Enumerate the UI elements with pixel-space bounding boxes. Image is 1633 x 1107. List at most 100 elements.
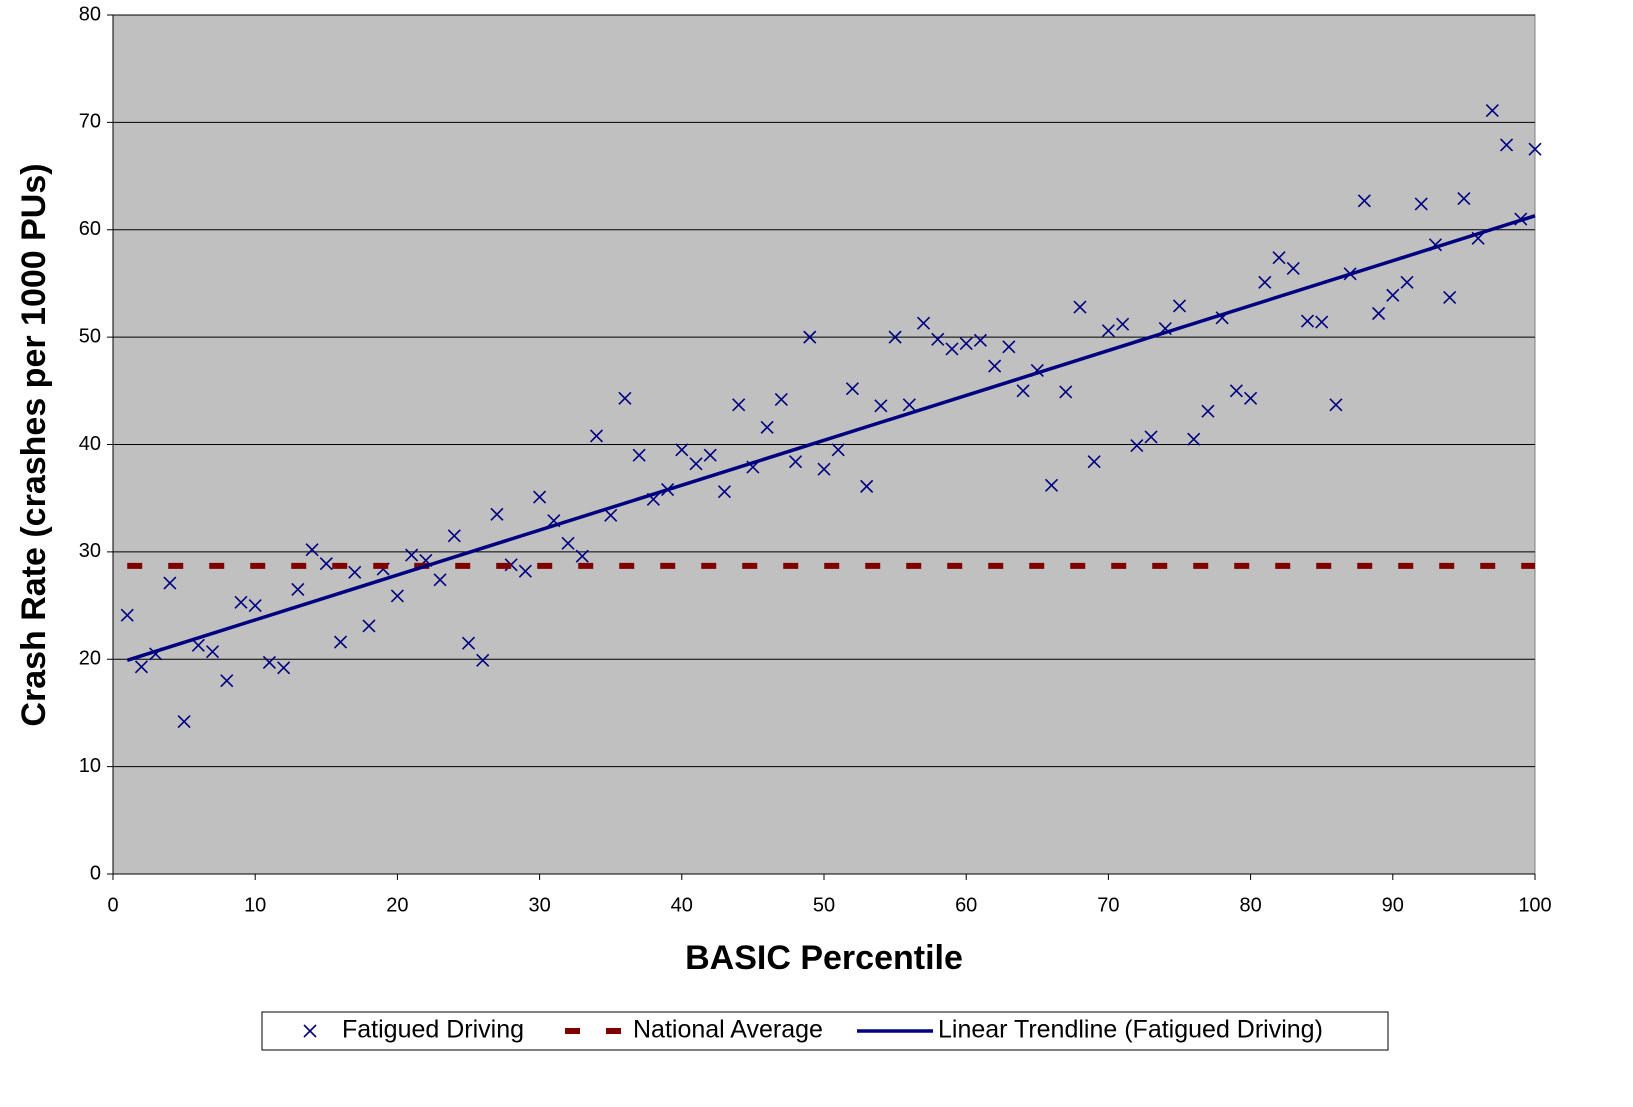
y-tick-label: 70 (79, 111, 101, 133)
scatter-point (1485, 103, 1499, 118)
scatter-point (1329, 398, 1343, 412)
scatter-point (1016, 384, 1030, 398)
x-tick-label: 100 (1518, 894, 1551, 916)
scatter-point (220, 674, 234, 688)
scatter-point (1258, 275, 1272, 289)
scatter-point (675, 443, 689, 457)
scatter-point (788, 455, 803, 469)
scatter-point (177, 714, 191, 729)
scatter-point (348, 565, 362, 579)
y-tick-label: 30 (79, 540, 101, 562)
scatter-point (1229, 384, 1243, 398)
scatter-point (1457, 192, 1471, 206)
x-tick-label: 90 (1382, 894, 1404, 916)
scatter-point (234, 595, 248, 609)
scatter-point (589, 429, 604, 443)
scatter-point (319, 557, 333, 571)
scatter-point (845, 382, 860, 396)
scatter-point (533, 490, 547, 504)
scatter-point (703, 448, 717, 462)
scatter-point (163, 576, 177, 590)
scatter-point (561, 536, 575, 550)
scatter-point (817, 462, 831, 476)
scatter-point (575, 549, 589, 563)
scatter-point (1187, 432, 1201, 446)
scatter-point (405, 548, 419, 562)
scatter-point (803, 330, 817, 344)
scatter-point (1144, 430, 1158, 444)
scatter-point (333, 635, 348, 649)
scatter-point (476, 653, 490, 667)
x-tick-label: 20 (386, 894, 408, 916)
scatter-point (860, 479, 874, 493)
legend-marker (303, 1024, 317, 1038)
scatter-point (973, 333, 987, 347)
scatter-point (1372, 306, 1386, 321)
scatter-point (1414, 197, 1428, 211)
scatter-point (959, 337, 973, 351)
scatter-point (1315, 315, 1329, 329)
scatter-point (1044, 478, 1059, 492)
scatter-point (689, 457, 703, 471)
legend-label: Linear Trendline (Fatigued Driving) (938, 1016, 1323, 1044)
y-tick-label: 0 (90, 862, 101, 884)
scatter-point (461, 636, 476, 650)
x-tick-label: 70 (1097, 894, 1119, 916)
legend-label: Fatigued Driving (342, 1016, 524, 1044)
scatter-point (134, 660, 149, 674)
scatter-point (717, 485, 732, 499)
trend-line (126, 214, 1536, 662)
scatter-point (1244, 391, 1258, 405)
y-tick-label: 60 (79, 218, 101, 240)
scatter-point (1059, 385, 1073, 399)
x-axis-title: BASIC Percentile (685, 939, 963, 977)
x-tick-label: 80 (1239, 894, 1261, 916)
scatter-point (362, 619, 376, 633)
legend-box (261, 1011, 1389, 1051)
y-tick-label: 20 (79, 648, 101, 670)
scatter-point (916, 316, 931, 330)
scatter-point (1101, 324, 1115, 338)
scatter-point (604, 508, 618, 522)
y-tick-label: 10 (79, 755, 101, 777)
legend-label: National Average (633, 1016, 823, 1044)
y-axis-title: Crash Rate (crashes per 1000 PUs) (15, 163, 53, 726)
scatter-point (931, 332, 945, 346)
scatter-point (1172, 299, 1187, 313)
scatter-point (447, 529, 461, 543)
scatter-point (1499, 138, 1514, 152)
y-tick-label: 80 (79, 3, 101, 25)
y-tick-label: 50 (79, 325, 101, 347)
scatter-point (433, 573, 447, 587)
scatter-point (1357, 194, 1371, 208)
scatter-point (291, 582, 305, 597)
scatter-point (988, 359, 1002, 373)
scatter-point (490, 507, 504, 521)
scatter-point (888, 330, 902, 344)
scatter-point (305, 543, 319, 557)
scatter-point (1272, 251, 1286, 265)
x-tick-label: 50 (813, 894, 835, 916)
scatter-point (248, 598, 262, 613)
scatter-point (774, 392, 788, 406)
scatter-point (1443, 290, 1457, 304)
scatter-point (618, 391, 632, 405)
x-tick-label: 40 (671, 894, 693, 916)
scatter-point (1386, 288, 1400, 302)
scatter-point (1087, 455, 1101, 469)
scatter-point (1300, 314, 1315, 328)
scatter-point (518, 564, 532, 578)
x-tick-label: 10 (244, 894, 266, 916)
scatter-point (1286, 261, 1300, 275)
x-tick-label: 60 (955, 894, 977, 916)
scatter-point (902, 398, 916, 412)
scatter-point (760, 420, 774, 434)
scatter-point (191, 638, 205, 652)
scatter-point (945, 342, 959, 356)
scatter-point (262, 655, 276, 670)
scatter-point (1201, 404, 1215, 418)
scatter-point (1002, 340, 1016, 354)
y-tick-label: 40 (79, 433, 101, 455)
scatter-point (1528, 142, 1542, 156)
scatter-point (1073, 300, 1087, 314)
